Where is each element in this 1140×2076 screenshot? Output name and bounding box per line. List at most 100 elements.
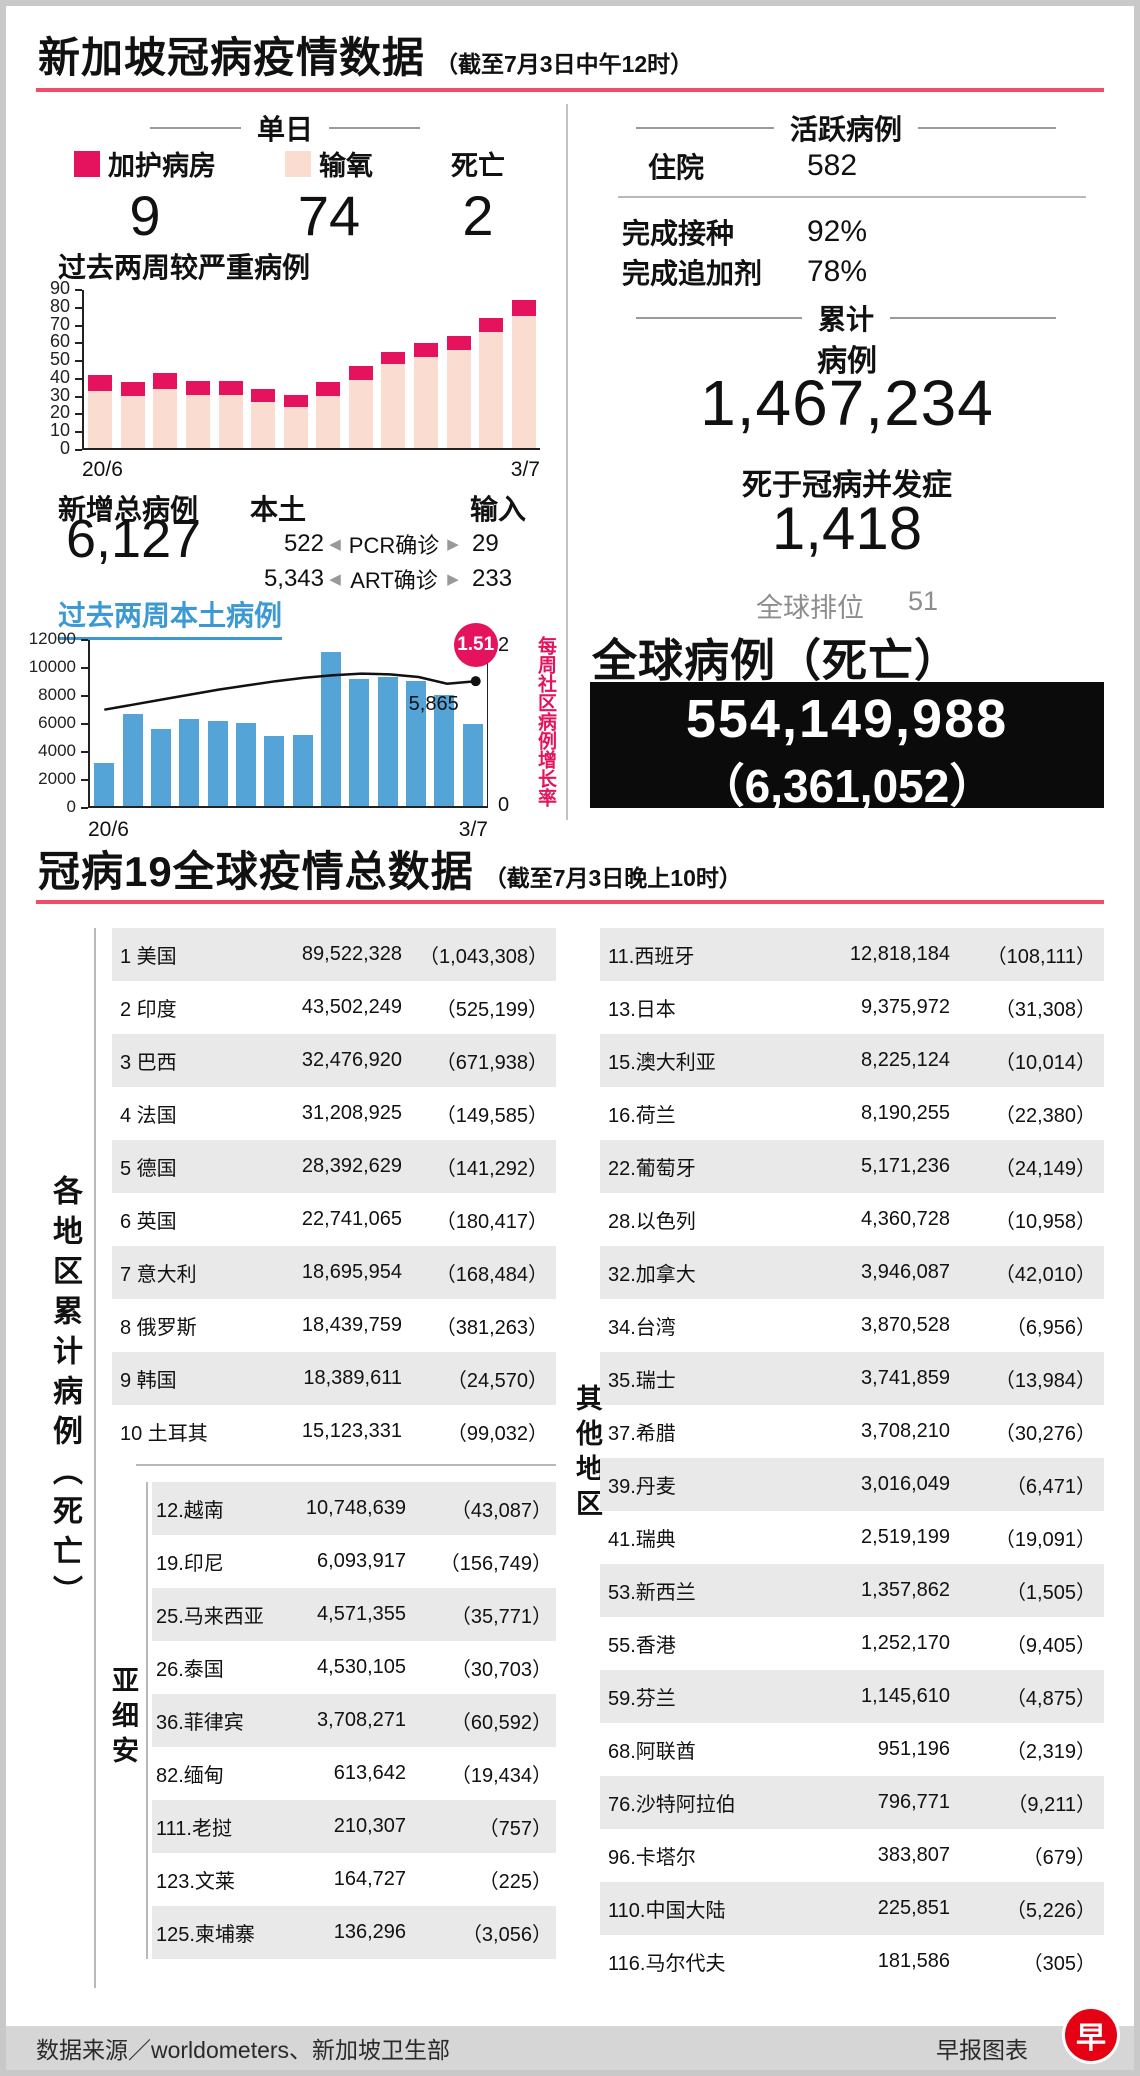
y-tick-mark xyxy=(75,306,82,309)
severe-bar-stack xyxy=(316,382,341,448)
table-row: 11.西班牙 12,818,184 （108,111） xyxy=(600,928,1104,981)
oxygen-segment xyxy=(88,391,113,448)
y-tick-mark xyxy=(81,695,88,697)
icu-segment xyxy=(218,380,243,395)
local-bar xyxy=(175,640,203,806)
deaths-value: （99,032） xyxy=(446,1423,548,1445)
local-bar-rect xyxy=(462,723,483,806)
cases-value: 3,016,049 xyxy=(861,1473,950,1495)
daily-stat-legend: 死亡 xyxy=(451,144,505,183)
section-daily: 单日 xyxy=(150,108,421,148)
deaths-value: （679） xyxy=(1022,1847,1096,1869)
table-row: 5 德国 28,392,629 （141,292） xyxy=(112,1140,556,1193)
icu-segment xyxy=(511,300,536,317)
severe-bar-stack xyxy=(120,382,145,448)
asean-bracket-line xyxy=(146,1482,148,1959)
table-row: 26.泰国 4,530,105 （30,703） xyxy=(152,1641,556,1694)
local-bar-rect xyxy=(235,723,256,806)
severe-bar-stack xyxy=(251,389,276,448)
y-tick-mark xyxy=(75,431,82,434)
local-cases-chart: 0 2000 4000 6000 8000 10000 12000 1.51 5,865 2… xyxy=(26,623,566,847)
severe-cases-chart: 0 10 20 30 40 50 60 70 80 90 20/6 3/7 xyxy=(36,278,560,492)
footer-bar: 数据来源／worldometers、新加坡卫生部 早报图表 xyxy=(6,2026,1134,2070)
global-deaths-value: （6,361,052） xyxy=(698,760,996,812)
local-bar xyxy=(232,640,260,806)
local-chart-plot: 1.51 5,865 xyxy=(88,623,498,808)
global-rank-label: 全球排位 xyxy=(755,593,864,623)
oxygen-segment xyxy=(218,394,243,448)
oxygen-segment xyxy=(511,316,536,448)
cases-value: 2,519,199 xyxy=(861,1526,950,1548)
country-label: 1 美国 xyxy=(120,946,177,968)
x-end-label: 3/7 xyxy=(458,818,488,841)
cases-value: 10,748,639 xyxy=(305,1497,406,1519)
oxygen-segment xyxy=(348,380,373,448)
country-label: 82.缅甸 xyxy=(156,1765,224,1787)
local-chart-title: 过去两周本土病例 xyxy=(58,594,283,640)
cases-value: 4,360,728 xyxy=(861,1208,950,1230)
oxygen-segment xyxy=(251,401,276,448)
cases-value: 225,851 xyxy=(877,1897,950,1919)
table-row: 34.台湾 3,870,528 （6,956） xyxy=(600,1299,1104,1352)
cumulative-deaths-label: 死于冠病并发症 xyxy=(742,469,952,502)
zaobao-logo-icon: 早 xyxy=(1062,2006,1120,2064)
icu-segment xyxy=(120,382,145,397)
daily-stat-legend: 加护病房 xyxy=(74,144,216,183)
growth-rate-badge: 1.51 xyxy=(453,623,498,668)
country-label: 110.中国大陆 xyxy=(608,1900,726,1922)
table-others: 11.西班牙 12,818,184 （108,111） 13.日本 9,375,972 （… xyxy=(600,928,1104,1988)
table-row: 41.瑞典 2,519,199 （19,091） xyxy=(600,1511,1104,1564)
section-daily-label: 单日 xyxy=(257,114,314,145)
daily-stat: 加护病房 9 xyxy=(50,144,240,246)
table-row: 59.芬兰 1,145,610 （4,875） xyxy=(600,1670,1104,1723)
y-tick-label: 40 xyxy=(49,366,70,387)
country-label: 12.越南 xyxy=(156,1500,224,1522)
global-cases-value: 554,149,988 xyxy=(685,689,1009,749)
local-bar-rect xyxy=(377,677,398,806)
line-end-dot xyxy=(470,676,481,687)
country-label: 19.印尼 xyxy=(156,1553,224,1575)
icu-segment xyxy=(381,352,406,365)
local-column-header: 本土 xyxy=(249,494,306,525)
y-tick-label: 80 xyxy=(49,295,70,316)
deaths-value: （35,771） xyxy=(450,1606,552,1628)
y-tick-label: 12000 xyxy=(28,629,76,648)
table-top10: 1 美国 89,522,328 （1,043,308） 2 印度 43,502,249 （… xyxy=(112,928,556,1458)
country-label: 11.西班牙 xyxy=(608,946,695,968)
test-method-label: ART确诊 xyxy=(350,567,438,593)
cases-value: 1,145,610 xyxy=(861,1685,950,1707)
deaths-value: （31,308） xyxy=(994,999,1096,1021)
y-tick-label: 8000 xyxy=(38,685,76,704)
country-label: 68.阿联酋 xyxy=(608,1741,696,1763)
x-start-label: 20/6 xyxy=(82,458,123,481)
arrow-left-icon: ◀ xyxy=(329,570,341,588)
table-row: 68.阿联酋 951,196 （2,319） xyxy=(600,1723,1104,1776)
severe-bar-stack xyxy=(414,343,439,448)
y-tick-mark xyxy=(75,342,82,345)
table-row: 96.卡塔尔 383,807 （679） xyxy=(600,1829,1104,1882)
cases-value: 164,727 xyxy=(333,1868,406,1890)
deaths-value: （1,505） xyxy=(1005,1582,1096,1604)
global-title-underline-rule xyxy=(36,900,1104,904)
deaths-value: （24,570） xyxy=(446,1370,548,1392)
table-row: 28.以色列 4,360,728 （10,958） xyxy=(600,1193,1104,1246)
cases-value: 3,708,271 xyxy=(317,1709,406,1731)
local-value: 5,343 xyxy=(263,564,324,592)
asean-group-label: 亚细安 xyxy=(108,1666,138,1771)
oxygen-segment xyxy=(153,389,178,448)
active-divider-line xyxy=(618,196,1086,198)
hospitalized-row: 住院 582 xyxy=(622,146,1084,186)
cases-value: 210,307 xyxy=(333,1815,406,1837)
severe-bar xyxy=(312,290,345,448)
daily-stat-label: 输氧 xyxy=(319,151,373,181)
y-tick-label: 30 xyxy=(49,384,70,405)
cases-value: 22,741,065 xyxy=(301,1208,402,1230)
y-tick-label: 90 xyxy=(49,278,70,298)
table-axis-label: 各地区累计病例（死亡） xyxy=(48,1175,81,1615)
country-label: 37.希腊 xyxy=(608,1423,676,1445)
local-bar-rect xyxy=(349,678,370,806)
severe-bar xyxy=(279,290,312,448)
legend-swatch-icon xyxy=(74,150,100,177)
y-tick-mark xyxy=(81,639,88,641)
